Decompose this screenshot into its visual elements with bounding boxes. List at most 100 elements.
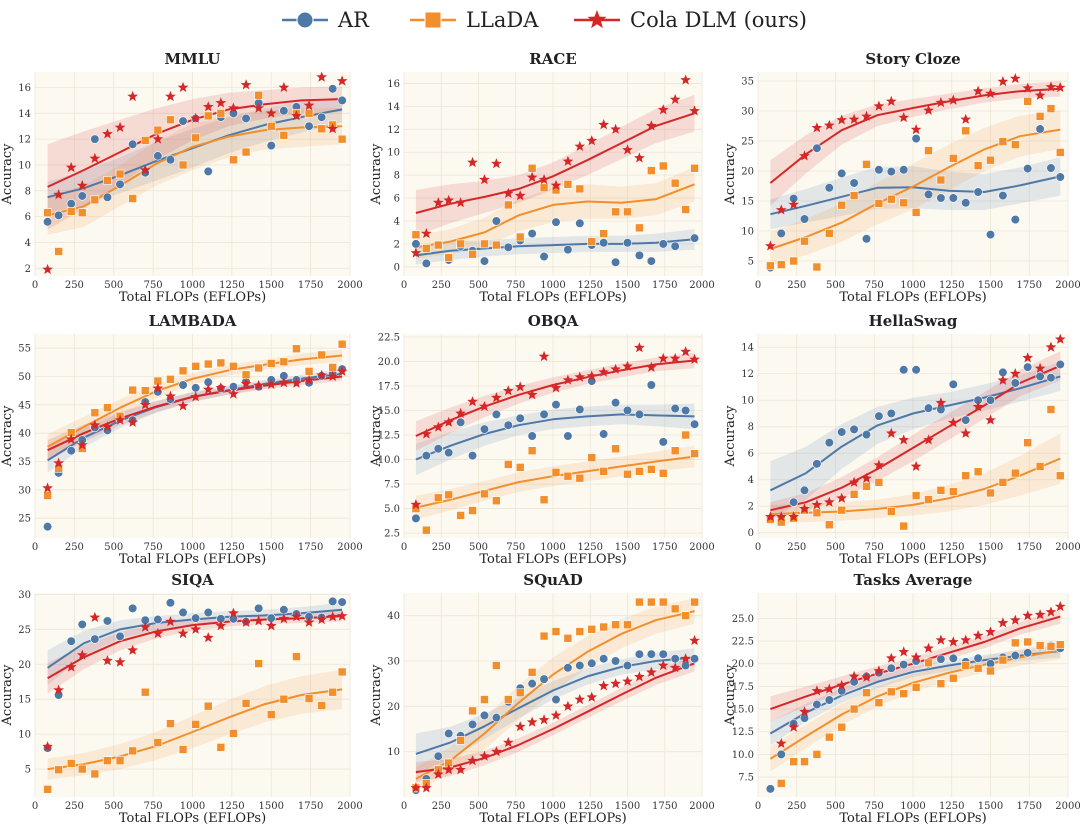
panel-obqa: 0 250 500 750 1000 1250 1500 1750 2000 2.5 5.0 7.5 1…	[369, 312, 715, 567]
panel-squad: 0 250 500 750 1000 1250 1500 1750 2000 10 20 30 40 SQ…	[369, 571, 715, 826]
y-tick-label: 2.5	[384, 529, 400, 540]
point-ar	[948, 379, 958, 389]
point-cola-dlm-ours	[265, 378, 277, 389]
trend-line-llada	[415, 610, 695, 780]
x-tick-label: 2000	[337, 542, 362, 553]
y-tick-label: 22.5	[732, 637, 754, 648]
point-llada	[317, 350, 326, 360]
point-cola-dlm-ours	[139, 399, 151, 410]
point-ar	[765, 784, 776, 794]
point-llada	[824, 520, 834, 530]
point-ar	[849, 424, 859, 434]
x-tick-label: 750	[506, 542, 525, 553]
point-llada	[216, 109, 226, 118]
confidence-band-cola-dlm-ours	[415, 655, 695, 782]
plot-marks	[765, 601, 1066, 794]
x-axis-label: Total FLOPs (EFLOPs)	[479, 290, 626, 305]
point-ar	[266, 140, 276, 151]
point-ar	[599, 654, 609, 664]
x-tick-label: 0	[401, 542, 407, 553]
point-llada	[444, 253, 454, 262]
y-tick-label: 17.5	[732, 682, 754, 693]
point-ar	[328, 596, 338, 606]
x-tick-label: 1750	[652, 280, 677, 291]
point-cola-dlm-ours	[948, 417, 959, 428]
x-tick-label: 1000	[900, 542, 925, 553]
x-tick-label: 500	[104, 801, 123, 812]
point-llada	[575, 184, 585, 194]
point-cola-dlm-ours	[997, 374, 1009, 385]
point-ar	[503, 420, 513, 430]
point-ar	[961, 198, 971, 208]
point-ar	[115, 179, 125, 189]
y-tick-label: 22.5	[378, 332, 400, 343]
point-llada	[1010, 638, 1020, 648]
point-cola-dlm-ours	[948, 636, 959, 647]
point-llada	[948, 487, 958, 496]
y-tick-label: 8	[394, 171, 400, 182]
point-ar	[115, 631, 125, 641]
point-cola-dlm-ours	[53, 684, 64, 695]
point-cola-dlm-ours	[177, 400, 189, 411]
point-cola-dlm-ours	[861, 472, 872, 483]
point-cola-dlm-ours	[861, 110, 872, 121]
point-llada	[153, 738, 163, 747]
point-cola-dlm-ours	[574, 371, 586, 382]
point-ar	[646, 256, 656, 266]
x-tick-label: 750	[865, 542, 884, 553]
y-axis-label: Accuracy	[369, 143, 384, 206]
point-cola-dlm-ours	[811, 122, 823, 133]
point-cola-dlm-ours	[127, 644, 138, 655]
point-ar	[670, 654, 680, 664]
point-llada	[203, 359, 213, 369]
point-llada	[911, 682, 921, 692]
point-cola-dlm-ours	[303, 616, 315, 627]
point-llada	[292, 344, 301, 354]
trend-line-llada	[415, 183, 695, 249]
confidence-band-cola-dlm-ours	[415, 94, 695, 236]
point-llada	[229, 361, 238, 371]
point-ar	[279, 605, 289, 615]
point-cola-dlm-ours	[610, 678, 621, 689]
point-cola-dlm-ours	[410, 499, 422, 510]
point-cola-dlm-ours	[479, 174, 490, 185]
point-llada	[837, 200, 847, 210]
point-llada	[1035, 641, 1045, 650]
point-ar	[622, 405, 633, 416]
point-cola-dlm-ours	[327, 123, 338, 134]
point-ar	[973, 653, 983, 663]
point-cola-dlm-ours	[139, 621, 151, 632]
point-llada	[681, 430, 690, 440]
point-ar	[837, 686, 847, 696]
point-llada	[599, 467, 608, 476]
point-llada	[317, 701, 326, 710]
point-cola-dlm-ours	[923, 104, 934, 115]
confidence-band-llada	[415, 167, 695, 259]
point-ar	[658, 239, 668, 249]
y-tick-label: 30	[387, 657, 400, 668]
point-llada	[690, 597, 699, 607]
point-llada	[837, 722, 847, 732]
point-cola-dlm-ours	[278, 613, 290, 624]
point-cola-dlm-ours	[152, 627, 164, 639]
panel-race: 0 250 500 750 1000 1250 1500 1750 2000 0 2 4 6 8 10 12 1…	[369, 50, 715, 305]
point-llada	[1055, 640, 1065, 649]
point-cola-dlm-ours	[526, 171, 538, 182]
point-llada	[191, 133, 200, 143]
legend-label-ar: AR	[337, 8, 370, 32]
x-tick-label: 1500	[259, 280, 284, 291]
point-cola-dlm-ours	[824, 496, 835, 507]
x-tick-label: 1750	[652, 542, 677, 553]
point-ar	[776, 749, 786, 759]
point-cola-dlm-ours	[65, 433, 77, 444]
point-llada	[587, 453, 597, 462]
point-llada	[575, 473, 585, 483]
point-cola-dlm-ours	[336, 365, 348, 376]
point-ar	[973, 187, 983, 197]
point-cola-dlm-ours	[811, 685, 823, 696]
y-tick-label: 5	[25, 765, 31, 776]
point-cola-dlm-ours	[788, 199, 799, 210]
point-cola-dlm-ours	[316, 72, 327, 82]
point-cola-dlm-ours	[538, 174, 550, 185]
x-tick-label: 1250	[939, 280, 964, 291]
